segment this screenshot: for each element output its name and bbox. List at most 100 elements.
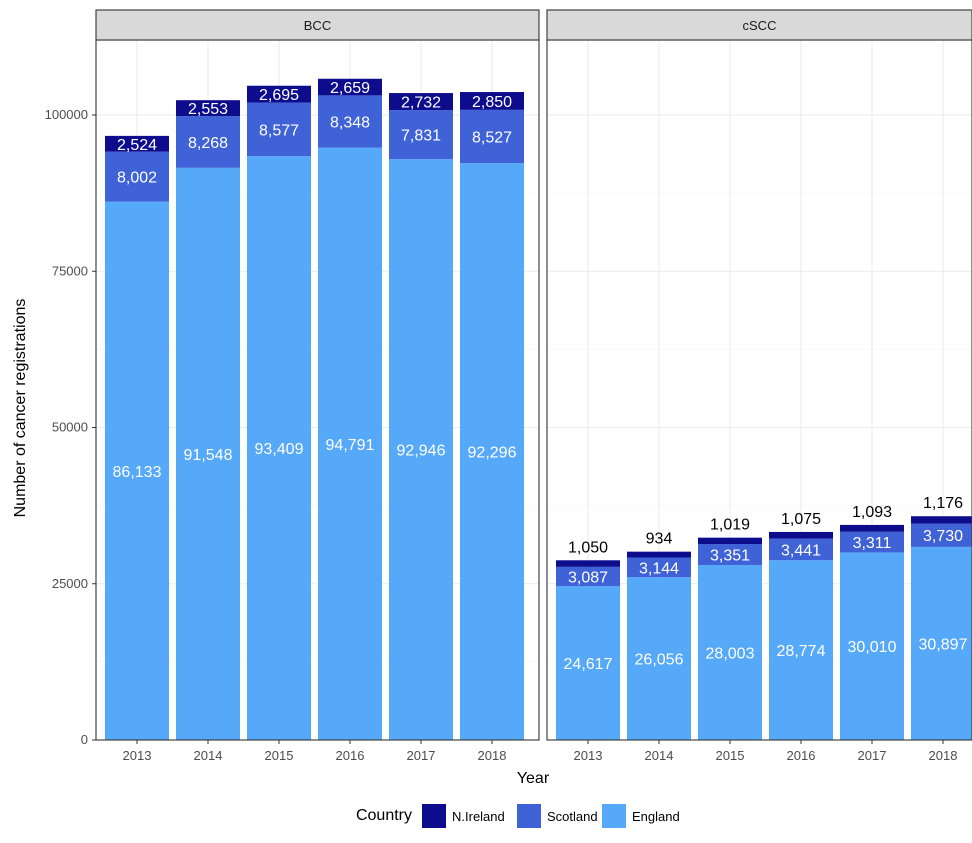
data-label-nireland: 2,659 <box>330 80 370 97</box>
bar-scotland <box>698 544 762 565</box>
data-label-england: 24,617 <box>564 656 613 673</box>
data-label-england: 91,548 <box>184 447 233 464</box>
data-label-nireland: 1,075 <box>781 511 821 528</box>
legend-title: Country <box>356 807 412 824</box>
data-label-nireland: 934 <box>646 531 673 548</box>
data-label-nireland: 1,093 <box>852 504 892 521</box>
data-label-england: 28,003 <box>706 645 755 662</box>
bar-england <box>318 147 382 740</box>
data-label-scotland: 3,144 <box>639 560 679 577</box>
x-tick-label: 2015 <box>265 748 294 763</box>
x-tick-label: 2014 <box>194 748 223 763</box>
bar-nireland <box>911 516 972 524</box>
bar-scotland <box>840 531 904 553</box>
data-label-england: 26,056 <box>635 652 684 669</box>
data-label-scotland: 3,730 <box>923 528 963 545</box>
data-label-scotland: 8,002 <box>117 170 157 187</box>
x-tick-label: 2016 <box>787 748 816 763</box>
bar-england <box>556 586 620 740</box>
data-label-england: 30,010 <box>848 639 897 656</box>
bar-england <box>840 552 904 740</box>
bar-england <box>247 156 311 741</box>
bar-stack-2016: 94,791 8,348 2,659 <box>318 78 382 740</box>
bar-nireland <box>318 78 382 96</box>
bar-scotland <box>389 110 453 160</box>
facet-panels: 86,133 8,002 2,524 2013 91,548 8,268 2,553 2014… <box>95 9 972 763</box>
data-label-nireland: 2,850 <box>472 94 512 111</box>
data-label-nireland: 2,553 <box>188 101 228 118</box>
y-tick-label: 50000 <box>52 420 88 435</box>
y-tick-label: 25000 <box>52 576 88 591</box>
data-label-england: 92,296 <box>468 445 517 462</box>
bar-england <box>911 546 972 740</box>
bar-stack-2016: 28,774 3,441 1,075 <box>769 511 833 740</box>
facet-strip-label: cSCC <box>743 18 777 33</box>
bar-nireland <box>840 524 904 532</box>
y-tick-label: 75000 <box>52 263 88 278</box>
x-axis-title: Year <box>517 770 550 787</box>
bar-scotland <box>769 538 833 561</box>
bar-scotland <box>911 523 972 547</box>
data-label-nireland: 1,050 <box>568 539 608 556</box>
data-label-england: 94,791 <box>326 437 375 454</box>
x-tick-label: 2018 <box>929 748 958 763</box>
x-tick-label: 2017 <box>407 748 436 763</box>
x-tick-label: 2018 <box>478 748 507 763</box>
data-label-scotland: 3,087 <box>568 569 608 586</box>
legend-swatch <box>422 804 446 828</box>
facet-panel-cscc: 24,617 3,087 1,050 2013 26,056 3,144 934 2014 28… <box>546 9 972 763</box>
x-tick-label: 2017 <box>858 748 887 763</box>
legend-label: N.Ireland <box>452 809 505 824</box>
legend-swatch <box>517 804 541 828</box>
data-label-scotland: 8,527 <box>472 130 512 147</box>
y-tick-label: 100000 <box>45 107 88 122</box>
data-label-scotland: 8,268 <box>188 135 228 152</box>
bar-scotland <box>105 151 169 202</box>
bar-stack-2013: 24,617 3,087 1,050 <box>556 539 620 740</box>
data-label-england: 93,409 <box>255 441 304 458</box>
bar-nireland <box>247 85 311 103</box>
x-tick-label: 2016 <box>336 748 365 763</box>
facet-strip <box>95 9 540 41</box>
data-label-scotland: 3,351 <box>710 548 750 565</box>
bar-england <box>176 167 240 740</box>
bar-england <box>460 163 524 740</box>
x-tick-label: 2015 <box>716 748 745 763</box>
data-label-england: 92,946 <box>397 443 446 460</box>
bar-stack-2018: 92,296 8,527 2,850 <box>460 92 524 740</box>
bar-nireland <box>556 560 620 567</box>
data-label-england: 86,133 <box>113 464 162 481</box>
bar-england <box>627 577 691 740</box>
data-label-nireland: 2,695 <box>259 87 299 104</box>
legend-item-scotland: Scotland <box>517 804 598 828</box>
data-label-scotland: 7,831 <box>401 128 441 145</box>
bar-scotland <box>460 109 524 164</box>
bar-scotland <box>556 566 620 587</box>
bar-england <box>769 560 833 740</box>
bar-nireland <box>176 100 240 117</box>
data-label-nireland: 2,732 <box>401 95 441 112</box>
data-label-england: 30,897 <box>919 636 968 653</box>
legend-item-nireland: N.Ireland <box>422 804 505 828</box>
bar-nireland <box>389 93 453 111</box>
facet-strip <box>546 9 972 41</box>
y-axis: 0 25000 50000 75000 100000 <box>45 107 96 747</box>
bar-england <box>389 159 453 740</box>
data-label-england: 28,774 <box>777 643 826 660</box>
legend-swatch <box>602 804 626 828</box>
bar-stack-2017: 30,010 3,311 1,093 <box>840 504 904 740</box>
bar-stack-2014: 91,548 8,268 2,553 <box>176 100 240 740</box>
data-label-nireland: 1,176 <box>923 495 963 512</box>
bar-scotland <box>627 557 691 578</box>
legend-label: England <box>632 809 680 824</box>
data-label-scotland: 8,348 <box>330 114 370 131</box>
x-tick-label: 2014 <box>645 748 674 763</box>
bar-nireland <box>769 531 833 539</box>
bar-nireland <box>105 135 169 152</box>
legend-item-england: England <box>602 804 680 828</box>
legend-label: Scotland <box>547 809 598 824</box>
bar-nireland <box>627 551 691 558</box>
bar-stack-2017: 92,946 7,831 2,732 <box>389 93 453 740</box>
facet-strip-label: BCC <box>304 18 331 33</box>
